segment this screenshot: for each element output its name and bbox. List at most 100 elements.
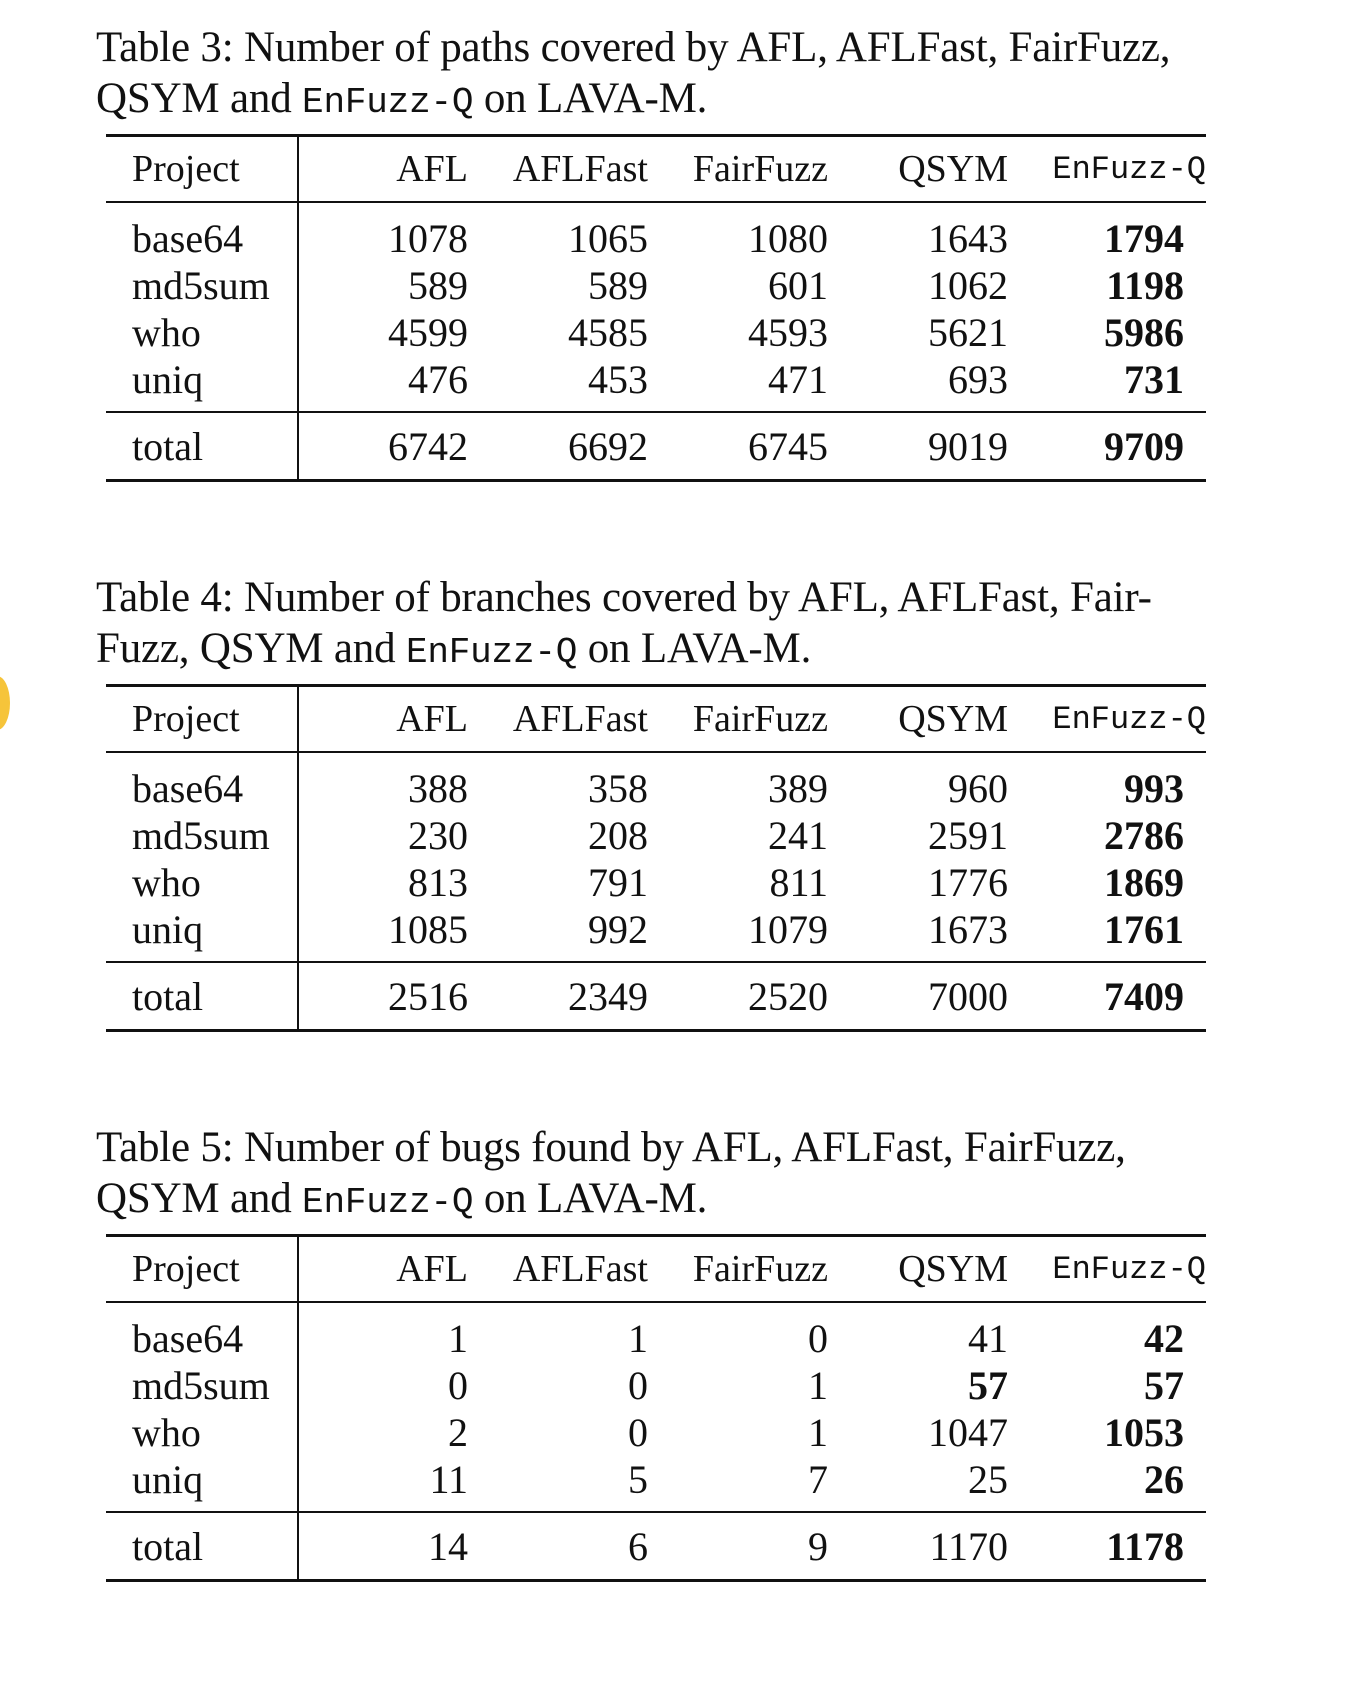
cell-total-aflfast: 2349 — [468, 961, 648, 1032]
cell-aflfast: 0 — [628, 1363, 648, 1408]
cell-total-afl: 6742 — [298, 411, 468, 482]
table-3-caption-line2-end: on LAVA-M. — [473, 75, 708, 122]
cell-project: who — [106, 1409, 299, 1456]
cell-project: uniq — [106, 1456, 299, 1512]
cell-afl: 476 — [408, 357, 468, 402]
table-row: uniq 11 5 7 25 26 — [106, 1456, 1206, 1512]
cell-total-fairfuzz: 9 — [648, 1511, 828, 1582]
cell-enfuzzq: 1053 — [1104, 1410, 1184, 1455]
cell-qsym: 693 — [948, 357, 1008, 402]
table-header-row: Project AFL AFLFast FairFuzz QSYM EnFuzz… — [106, 1234, 1206, 1303]
cell-project: base64 — [106, 202, 299, 262]
cell-fairfuzz: 0 — [808, 1316, 828, 1361]
cell-total-enfuzzq: 7409 — [1008, 961, 1206, 1032]
table-4-caption-line2-start: Fuzz, QSYM and — [96, 625, 406, 672]
cell-qsym: 1643 — [928, 216, 1008, 261]
cell-project: uniq — [106, 906, 299, 962]
cell-total-fairfuzz: 6745 — [648, 411, 828, 482]
header-project: Project — [106, 134, 299, 203]
cell-qsym: 2591 — [928, 813, 1008, 858]
header-enfuzzq: EnFuzz-Q — [1008, 1234, 1206, 1303]
table-5-block: Table 5: Number of bugs found by AFL, AF… — [96, 1122, 1206, 1582]
table-5-caption-system-name: EnFuzz-Q — [302, 1182, 474, 1223]
table-3-caption-system-name: EnFuzz-Q — [302, 82, 474, 123]
table-row: md5sum 589 589 601 1062 1198 — [106, 262, 1206, 309]
header-qsym: QSYM — [828, 684, 1008, 753]
cell-fairfuzz: 811 — [769, 860, 828, 905]
cell-qsym: 960 — [948, 766, 1008, 811]
table-3-caption-line1: Table 3: Number of paths covered by AFL,… — [96, 24, 1171, 71]
cell-enfuzzq: 731 — [1124, 357, 1184, 402]
cell-aflfast: 4585 — [568, 310, 648, 355]
table-total-row: total 2516 2349 2520 7000 7409 — [106, 961, 1206, 1032]
table-total-row: total 6742 6692 6745 9019 9709 — [106, 411, 1206, 482]
header-fairfuzz: FairFuzz — [648, 684, 828, 753]
table-row: md5sum 0 0 1 57 57 — [106, 1362, 1206, 1409]
cell-enfuzzq: 2786 — [1104, 813, 1184, 858]
cell-afl: 1085 — [388, 907, 468, 952]
cell-total-qsym: 7000 — [828, 961, 1008, 1032]
cell-qsym: 1776 — [928, 860, 1008, 905]
cell-qsym: 1047 — [928, 1410, 1008, 1455]
table-row: base64 388 358 389 960 993 — [106, 752, 1206, 812]
cell-total-label: total — [106, 1511, 299, 1582]
cell-project: md5sum — [106, 812, 299, 859]
table-3-block: Table 3: Number of paths covered by AFL,… — [96, 22, 1206, 482]
cell-qsym: 25 — [968, 1457, 1008, 1502]
cell-enfuzzq: 26 — [1144, 1457, 1184, 1502]
header-project: Project — [106, 684, 299, 753]
cell-enfuzzq: 993 — [1124, 766, 1184, 811]
table-row: who 813 791 811 1776 1869 — [106, 859, 1206, 906]
cell-fairfuzz: 4593 — [748, 310, 828, 355]
table-5-caption: Table 5: Number of bugs found by AFL, AF… — [96, 1122, 1204, 1228]
cell-enfuzzq: 57 — [1144, 1363, 1184, 1408]
table-4-caption-line1: Table 4: Number of branches covered by A… — [96, 574, 1152, 621]
cell-aflfast: 1 — [628, 1316, 648, 1361]
cell-afl: 1 — [448, 1316, 468, 1361]
table-row: base64 1 1 0 41 42 — [106, 1302, 1206, 1362]
table-4-caption-system-name: EnFuzz-Q — [405, 632, 578, 673]
cell-aflfast: 453 — [588, 357, 648, 402]
cell-total-label: total — [106, 961, 299, 1032]
cell-aflfast: 5 — [628, 1457, 648, 1502]
header-afl: AFL — [298, 134, 468, 203]
header-qsym: QSYM — [828, 1234, 1008, 1303]
cell-total-enfuzzq: 9709 — [1008, 411, 1206, 482]
cell-aflfast: 358 — [588, 766, 648, 811]
cell-fairfuzz: 601 — [768, 263, 828, 308]
cell-enfuzzq: 1761 — [1104, 907, 1184, 952]
cell-fairfuzz: 7 — [808, 1457, 828, 1502]
table-header-row: Project AFL AFLFast FairFuzz QSYM EnFuzz… — [106, 134, 1206, 203]
cell-afl: 589 — [408, 263, 468, 308]
cell-aflfast: 1065 — [568, 216, 648, 261]
header-afl: AFL — [298, 684, 468, 753]
cell-aflfast: 208 — [588, 813, 648, 858]
cell-total-qsym: 1170 — [828, 1511, 1008, 1582]
table-3: Project AFL AFLFast FairFuzz QSYM EnFuzz… — [106, 134, 1206, 482]
table-row: uniq 1085 992 1079 1673 1761 — [106, 906, 1206, 962]
cell-project: who — [106, 859, 299, 906]
table-header-row: Project AFL AFLFast FairFuzz QSYM EnFuzz… — [106, 684, 1206, 753]
cell-qsym: 1673 — [928, 907, 1008, 952]
cell-aflfast: 992 — [588, 907, 648, 952]
cell-total-afl: 2516 — [298, 961, 468, 1032]
cell-afl: 4599 — [388, 310, 468, 355]
table-3-caption-line2-start: QSYM and — [96, 75, 303, 122]
cell-total-label: total — [106, 411, 299, 482]
cell-fairfuzz: 1 — [808, 1363, 828, 1408]
cell-fairfuzz: 471 — [768, 357, 828, 402]
cell-fairfuzz: 241 — [768, 813, 828, 858]
cell-fairfuzz: 1 — [808, 1410, 828, 1455]
cell-total-qsym: 9019 — [828, 411, 1008, 482]
cell-afl: 388 — [408, 766, 468, 811]
table-5-caption-line1: Table 5: Number of bugs found by AFL, AF… — [96, 1124, 1126, 1171]
cell-afl: 813 — [408, 860, 468, 905]
cell-total-fairfuzz: 2520 — [648, 961, 828, 1032]
cell-afl: 0 — [448, 1363, 468, 1408]
cell-enfuzzq: 42 — [1144, 1316, 1184, 1361]
header-project: Project — [106, 1234, 299, 1303]
header-aflfast: AFLFast — [468, 1234, 648, 1303]
cell-project: md5sum — [106, 262, 299, 309]
cell-afl: 1078 — [388, 216, 468, 261]
cell-afl: 11 — [429, 1457, 468, 1502]
